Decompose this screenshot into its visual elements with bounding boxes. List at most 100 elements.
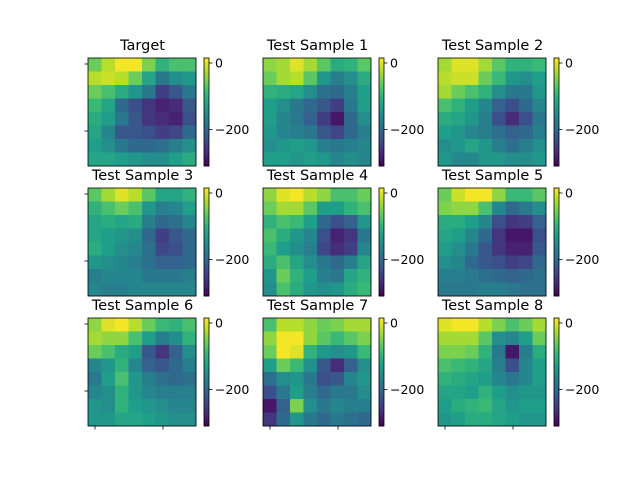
colorbar-segment — [554, 269, 559, 272]
colorbar-segment — [554, 242, 559, 245]
colorbar-segment — [379, 377, 384, 380]
heatmap-cell — [465, 215, 479, 229]
heatmap-cell — [330, 282, 345, 297]
colorbar-segment — [379, 191, 384, 194]
colorbar-segment — [554, 350, 559, 353]
heatmap-cell — [303, 215, 318, 229]
colorbar-segment — [554, 359, 559, 362]
colorbar-segment — [379, 146, 384, 149]
colorbar-segment — [379, 265, 384, 268]
heatmap-cell — [532, 125, 547, 140]
heatmap-cell — [128, 112, 143, 126]
heatmap-cell — [505, 255, 520, 270]
heatmap-cell — [142, 112, 156, 126]
heatmap-cell — [344, 242, 358, 256]
heatmap-frame — [437, 57, 547, 167]
heatmap-cell — [263, 242, 277, 256]
colorbar-segment — [554, 337, 559, 340]
colorbar-frame — [553, 317, 560, 427]
heatmap-cell — [303, 269, 318, 283]
colorbar-segment — [379, 124, 384, 127]
heatmap-cell — [344, 188, 358, 202]
colorbar-segment — [379, 294, 384, 297]
heatmap-cell — [492, 242, 506, 256]
colorbar-segment — [204, 247, 209, 250]
colorbar-segment — [554, 243, 559, 246]
heatmap-cell — [290, 358, 304, 373]
heatmap-cell — [182, 98, 197, 113]
heatmap-cell — [101, 58, 116, 72]
colorbar-segment — [379, 263, 384, 266]
colorbar-segment — [554, 124, 559, 127]
heatmap-cell — [330, 85, 345, 99]
colorbar-segment — [379, 391, 384, 394]
colorbar-segment — [554, 229, 559, 232]
colorbar-segment — [554, 218, 559, 221]
colorbar-segment — [204, 74, 209, 77]
heatmap-cell — [142, 269, 156, 283]
heatmap-cell — [344, 331, 358, 346]
colorbar-segment — [379, 270, 384, 273]
heatmap-cell — [465, 282, 479, 297]
heatmap-cell — [88, 58, 102, 72]
colorbar-segment — [204, 79, 209, 82]
heatmap-cell — [88, 399, 102, 413]
heatmap-cell — [438, 331, 452, 346]
colorbar-segment — [379, 411, 384, 414]
colorbar-segment — [554, 151, 559, 154]
heatmap-cell — [169, 201, 183, 216]
colorbar-segment — [379, 343, 384, 346]
heatmap-cell — [451, 318, 466, 332]
heatmap-panel: 0 −200 Test Sample 2 — [437, 38, 599, 167]
heatmap-cell — [519, 125, 533, 140]
heatmap-cell — [115, 345, 129, 359]
colorbar-segment — [204, 420, 209, 423]
colorbar-segment — [554, 424, 559, 427]
colorbar-segment — [204, 140, 209, 143]
colorbar-segment — [379, 417, 384, 420]
colorbar-segment — [204, 263, 209, 266]
heatmap-cell — [155, 228, 170, 243]
heatmap-cell — [169, 412, 183, 427]
colorbar-segment — [379, 261, 384, 264]
heatmap-cell — [142, 125, 156, 140]
heatmap-cell — [115, 201, 129, 216]
heatmap-cell — [169, 188, 183, 202]
heatmap-cell — [128, 201, 143, 216]
heatmap-cell — [182, 255, 197, 270]
colorbar-segment — [204, 370, 209, 373]
heatmap-cell — [155, 85, 170, 99]
colorbar-segment — [204, 350, 209, 353]
heatmap-cell — [101, 358, 116, 373]
heatmap-cell — [303, 331, 318, 346]
colorbar-tick-label: −200 — [390, 252, 424, 267]
heatmap-cell — [357, 412, 372, 427]
colorbar-segment — [204, 222, 209, 225]
colorbar-segment — [554, 144, 559, 147]
heatmap-cell — [155, 215, 170, 229]
colorbar-segment — [554, 279, 559, 282]
colorbar-segment — [379, 357, 384, 360]
heatmap-cell — [519, 201, 533, 216]
heatmap-cell — [478, 282, 493, 297]
heatmap-cell — [276, 385, 291, 400]
heatmap-cell — [128, 85, 143, 99]
colorbar-segment — [554, 92, 559, 95]
colorbar-segment — [204, 95, 209, 98]
colorbar-frame — [378, 57, 385, 167]
heatmap-cell — [263, 188, 277, 202]
heatmap-cell — [519, 85, 533, 99]
panel-title: Test Sample 7 — [266, 298, 368, 314]
heatmap-cell — [438, 201, 452, 216]
heatmap-cell — [317, 85, 331, 99]
heatmap-cell — [115, 152, 129, 167]
colorbar-segment — [379, 225, 384, 228]
heatmap-cell — [438, 385, 452, 400]
heatmap-cell — [519, 255, 533, 270]
heatmap-cell — [357, 125, 372, 140]
heatmap-cell — [438, 215, 452, 229]
colorbar-segment — [204, 231, 209, 234]
heatmap-cell — [169, 399, 183, 413]
heatmap-cell — [532, 399, 547, 413]
colorbar-segment — [204, 124, 209, 127]
